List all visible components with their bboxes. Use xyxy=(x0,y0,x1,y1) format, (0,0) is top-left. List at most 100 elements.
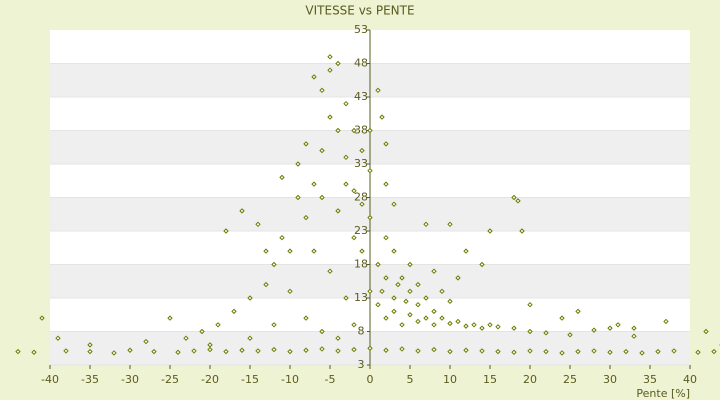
point xyxy=(327,54,333,60)
point xyxy=(399,275,405,281)
x-tick-label: -35 xyxy=(81,373,99,386)
point xyxy=(567,332,573,338)
point xyxy=(455,275,461,281)
point xyxy=(607,325,613,331)
point xyxy=(151,348,157,355)
point xyxy=(223,228,229,234)
point xyxy=(447,221,453,228)
point xyxy=(479,348,485,354)
point xyxy=(359,201,365,207)
point xyxy=(463,347,469,353)
point xyxy=(407,261,413,268)
x-tick-label: -10 xyxy=(281,373,299,386)
point xyxy=(559,315,565,321)
point xyxy=(287,248,293,254)
point xyxy=(487,322,493,328)
point xyxy=(379,114,385,120)
x-tick-label: 20 xyxy=(523,373,537,386)
point xyxy=(383,181,389,187)
chart-title: VITESSE vs PENTE xyxy=(305,4,414,18)
point xyxy=(183,335,189,341)
point xyxy=(63,348,69,354)
point xyxy=(271,346,277,353)
point xyxy=(431,346,437,353)
point xyxy=(319,147,325,154)
point xyxy=(31,349,37,355)
point xyxy=(495,348,501,355)
point xyxy=(519,228,525,234)
point xyxy=(431,268,437,274)
point xyxy=(255,348,261,354)
point xyxy=(415,348,421,354)
point xyxy=(631,325,637,331)
point xyxy=(351,188,357,194)
point xyxy=(395,281,401,288)
x-tick-label: 35 xyxy=(643,373,657,386)
point xyxy=(303,347,309,353)
point xyxy=(431,308,437,315)
point xyxy=(415,301,421,308)
point xyxy=(663,318,669,325)
point xyxy=(559,350,565,356)
x-tick-label: 5 xyxy=(407,373,414,386)
point xyxy=(703,328,709,335)
point xyxy=(335,208,341,214)
point xyxy=(471,322,477,328)
point xyxy=(431,322,437,328)
point xyxy=(343,100,349,107)
point xyxy=(335,60,341,67)
y-tick-label: 53 xyxy=(354,23,368,36)
point xyxy=(359,147,365,154)
point xyxy=(343,295,349,301)
point xyxy=(375,301,381,308)
point xyxy=(367,288,373,295)
point xyxy=(111,350,117,356)
point xyxy=(415,318,421,325)
point xyxy=(231,308,237,315)
point xyxy=(367,345,373,351)
point xyxy=(343,181,349,187)
point xyxy=(351,346,357,353)
point xyxy=(447,348,453,355)
y-tick-label: 18 xyxy=(354,258,368,271)
y-tick-label: 28 xyxy=(354,191,368,204)
point xyxy=(271,322,277,328)
point xyxy=(479,261,485,268)
x-tick-label: -20 xyxy=(201,373,219,386)
point xyxy=(87,342,93,348)
point xyxy=(383,275,389,281)
point xyxy=(335,348,341,354)
point xyxy=(711,348,717,355)
x-tick-label: -25 xyxy=(161,373,179,386)
point xyxy=(383,234,389,241)
point xyxy=(375,261,381,268)
y-tick-label: 43 xyxy=(354,90,368,103)
point xyxy=(207,342,213,348)
point xyxy=(239,208,245,214)
point xyxy=(391,201,397,207)
point xyxy=(455,318,461,325)
point xyxy=(279,234,285,241)
point xyxy=(479,325,485,331)
y-tick-label: 48 xyxy=(354,57,368,70)
point xyxy=(367,214,373,221)
point xyxy=(303,214,309,221)
point xyxy=(379,288,385,295)
point xyxy=(367,167,373,174)
point xyxy=(383,315,389,321)
point xyxy=(511,325,517,331)
point xyxy=(407,312,413,318)
point xyxy=(167,315,173,321)
point xyxy=(223,348,229,355)
point xyxy=(407,288,413,295)
point xyxy=(335,127,341,134)
point xyxy=(423,295,429,301)
point xyxy=(287,348,293,355)
point xyxy=(463,248,469,254)
point xyxy=(391,308,397,315)
x-tick-label: 10 xyxy=(443,373,457,386)
point xyxy=(575,348,581,355)
point xyxy=(263,248,269,254)
point xyxy=(391,248,397,254)
